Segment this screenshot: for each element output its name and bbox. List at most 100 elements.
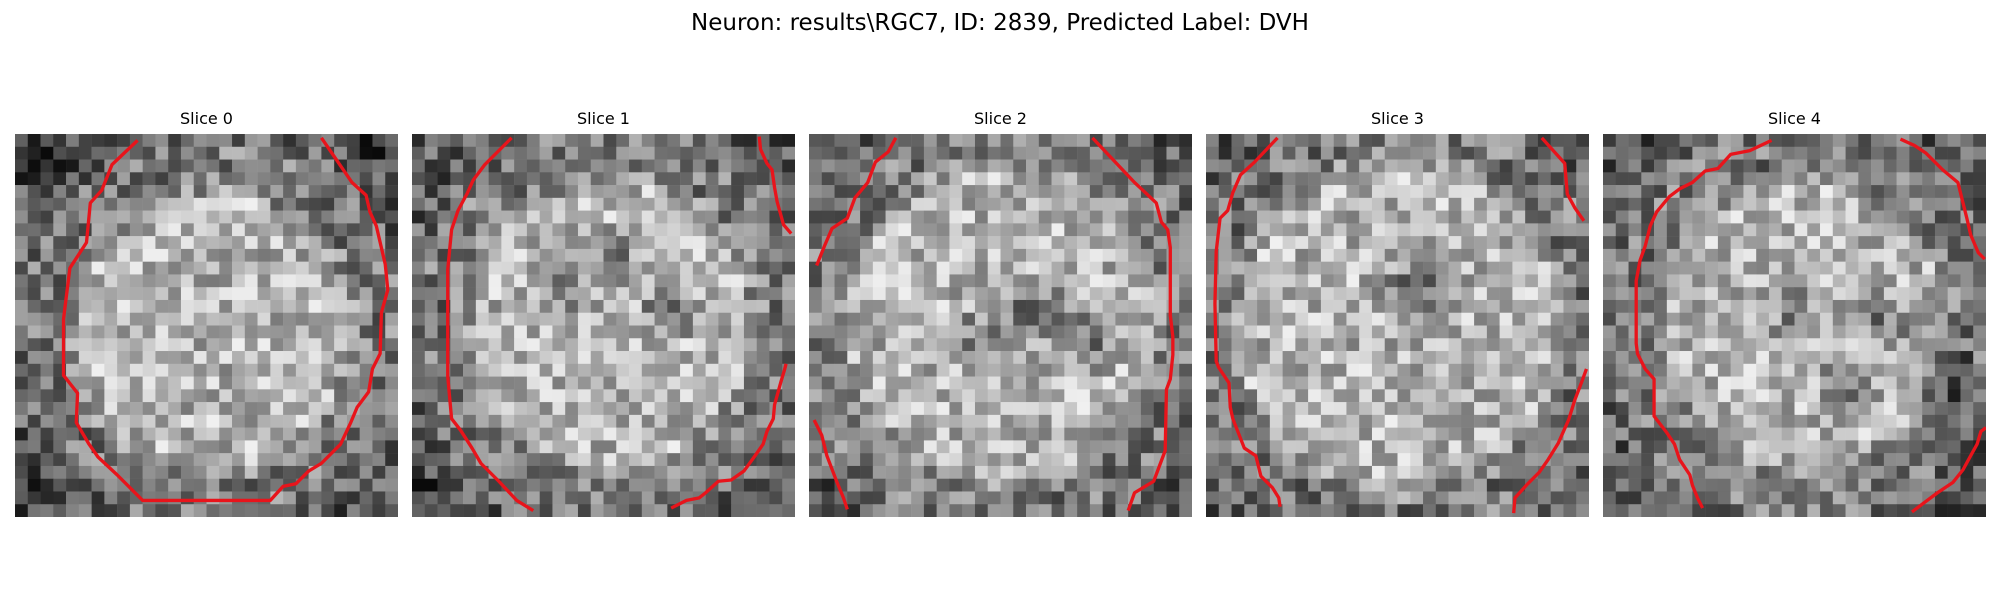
pixel-cell [1563, 338, 1577, 352]
pixel-cell [219, 299, 233, 313]
pixel-cell [629, 389, 643, 403]
pixel-cell [603, 299, 617, 313]
pixel-cell [1359, 325, 1373, 339]
pixel-cell [1448, 402, 1462, 416]
pixel-cell [1051, 312, 1065, 326]
pixel-cell [1257, 351, 1271, 365]
pixel-cell [641, 440, 655, 454]
pixel-cell [1282, 325, 1296, 339]
pixel-cell [1858, 185, 1872, 199]
pixel-cell [219, 274, 233, 288]
pixel-cell [1102, 248, 1116, 262]
pixel-cell [40, 465, 54, 479]
pixel-cell [962, 223, 976, 237]
pixel-cell [1295, 287, 1309, 301]
pixel-cell [142, 287, 156, 301]
pixel-cell [1499, 351, 1513, 365]
pixel-cell [1947, 134, 1961, 148]
pixel-cell [1934, 453, 1948, 467]
pixel-cell [1384, 351, 1398, 365]
pixel-cell [232, 491, 246, 505]
pixel-cell [1026, 453, 1040, 467]
pixel-cell [501, 427, 515, 441]
pixel-cell [475, 248, 489, 262]
pixel-cell [1820, 299, 1834, 313]
pixel-cell [577, 465, 591, 479]
pixel-cell [629, 453, 643, 467]
pixel-cell [692, 261, 706, 275]
pixel-cell [974, 210, 988, 224]
pixel-cell [501, 376, 515, 390]
pixel-cell [308, 312, 322, 326]
pixel-cell [1896, 504, 1910, 517]
pixel-cell [629, 172, 643, 186]
pixel-cell [129, 248, 143, 262]
pixel-cell [654, 223, 668, 237]
pixel-cell [1359, 504, 1373, 517]
pixel-cell [782, 299, 795, 313]
pixel-cell [1666, 414, 1680, 428]
pixel-cell [1909, 389, 1923, 403]
pixel-cell [1423, 146, 1437, 160]
slice-image [809, 134, 1192, 517]
pixel-cell [1474, 210, 1488, 224]
pixel-cell [974, 427, 988, 441]
pixel-cell [1743, 312, 1757, 326]
pixel-cell [1922, 146, 1936, 160]
pixel-cell [1153, 134, 1167, 148]
pixel-cell [385, 338, 398, 352]
pixel-cell [1384, 504, 1398, 517]
pixel-cell [1179, 478, 1192, 492]
pixel-cell [1641, 185, 1655, 199]
pixel-cell [283, 261, 297, 275]
pixel-cell [603, 351, 617, 365]
pixel-cell [372, 440, 386, 454]
pixel-cell [1871, 248, 1885, 262]
pixel-cell [1435, 146, 1449, 160]
pixel-cell [577, 351, 591, 365]
pixel-cell [616, 363, 630, 377]
pixel-cell [962, 427, 976, 441]
pixel-cell [1333, 236, 1347, 250]
pixel-cell [180, 440, 194, 454]
pixel-cell [1359, 478, 1373, 492]
pixel-cell [590, 261, 604, 275]
pixel-cell [1448, 299, 1462, 313]
pixel-cell [1743, 427, 1757, 441]
pixel-cell [641, 261, 655, 275]
pixel-cell [1128, 414, 1142, 428]
pixel-cell [756, 363, 770, 377]
pixel-cell [1410, 363, 1424, 377]
pixel-cell [1244, 363, 1258, 377]
pixel-cell [1486, 159, 1500, 173]
pixel-cell [1153, 351, 1167, 365]
pixel-cell [1231, 325, 1245, 339]
pixel-cell [1820, 427, 1834, 441]
pixel-cell [1206, 465, 1220, 479]
pixel-cell [936, 312, 950, 326]
pixel-cell [885, 197, 899, 211]
pixel-cell [1512, 134, 1526, 148]
pixel-cell [603, 248, 617, 262]
pixel-cell [705, 236, 719, 250]
pixel-cell [359, 134, 373, 148]
pixel-cell [1743, 248, 1757, 262]
pixel-cell [603, 172, 617, 186]
pixel-cell [936, 261, 950, 275]
pixel-cell [424, 427, 438, 441]
pixel-cell [15, 504, 29, 517]
pixel-cell [1845, 134, 1859, 148]
pixel-cell [641, 363, 655, 377]
pixel-cell [1474, 491, 1488, 505]
pixel-cell [450, 414, 464, 428]
pixel-cell [27, 274, 41, 288]
pixel-cell [1308, 248, 1322, 262]
pixel-cell [629, 223, 643, 237]
pixel-cell [257, 274, 271, 288]
pixel-cell [1628, 159, 1642, 173]
pixel-cell [308, 248, 322, 262]
pixel-cell [385, 504, 398, 517]
pixel-cell [834, 172, 848, 186]
pixel-cell [142, 146, 156, 160]
pixel-cell [1909, 287, 1923, 301]
